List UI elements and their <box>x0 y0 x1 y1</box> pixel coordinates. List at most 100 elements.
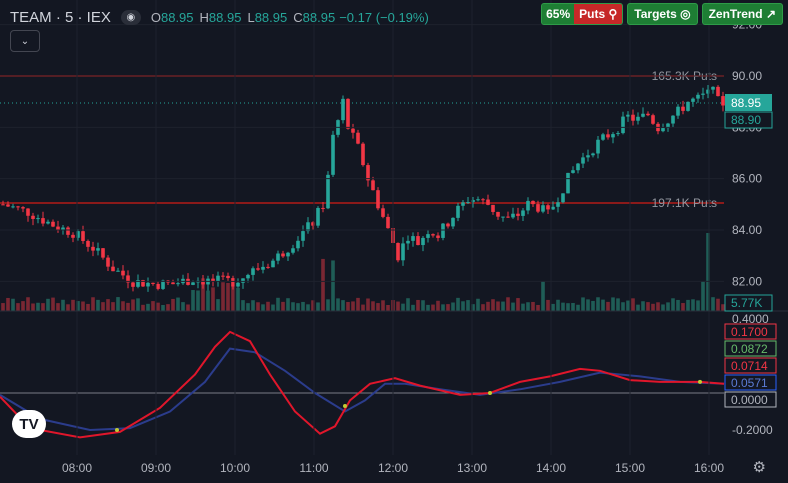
signal-line <box>0 347 725 432</box>
volume-bar <box>446 304 450 311</box>
candle-body <box>26 208 30 216</box>
candle-body <box>361 143 365 166</box>
gear-icon[interactable]: ⚙ <box>752 459 766 476</box>
volume-bar <box>331 260 335 311</box>
volume-bar <box>181 302 185 311</box>
candle-body <box>191 282 195 285</box>
candle-body <box>486 199 490 205</box>
puts-percent: 65% <box>542 4 575 24</box>
volume-bar <box>426 304 430 311</box>
volume-bar <box>666 302 670 311</box>
volume-bar <box>231 284 235 311</box>
volume-bar <box>261 304 265 311</box>
volume-bar <box>26 297 30 311</box>
volume-bar <box>76 301 80 311</box>
volume-bar <box>66 304 70 311</box>
candle-body <box>521 210 525 216</box>
candle-body <box>711 86 715 90</box>
volume-bar <box>506 297 510 311</box>
candle-body <box>51 221 55 227</box>
target-icon: ◎ <box>680 7 691 21</box>
tradingview-logo[interactable]: TV <box>12 410 46 438</box>
candle-body <box>176 283 180 285</box>
candle-body <box>1 204 5 206</box>
collapse-button[interactable]: ⌄ <box>10 30 40 52</box>
volume-bar <box>496 301 500 311</box>
macd-value-badge <box>724 374 777 391</box>
candle-body <box>86 240 90 247</box>
candle-body <box>101 248 105 258</box>
volume-bar <box>451 302 455 311</box>
candle-body <box>151 282 155 284</box>
symbol-title[interactable]: TEAM · 5 · IEX <box>10 8 111 26</box>
volume-bar <box>686 299 690 311</box>
candle-body <box>686 101 690 111</box>
volume-bar <box>481 304 485 311</box>
volume-bar <box>381 300 385 311</box>
candle-body <box>591 153 595 156</box>
candle-body <box>226 275 230 279</box>
volume-bar <box>71 299 75 311</box>
candle-body <box>246 274 250 279</box>
volume-badge <box>724 294 773 312</box>
volume-bar <box>251 300 255 311</box>
candlesticks <box>1 84 725 292</box>
candle-body <box>396 242 400 261</box>
macd-tick-label: -0.2000 <box>732 423 773 437</box>
candle-body <box>451 217 455 227</box>
zentrend-label: ZenTrend <box>708 7 763 21</box>
candle-body <box>96 248 100 251</box>
candle-body <box>316 207 320 226</box>
volume-bar <box>256 302 260 311</box>
volume-bar <box>396 301 400 311</box>
puts-button[interactable]: 65% Puts ⚲ <box>541 3 624 25</box>
price-tick-label: 82.00 <box>732 274 762 288</box>
second-price-badge <box>724 111 773 129</box>
candle-body <box>256 268 260 270</box>
volume-bar <box>11 298 15 311</box>
time-tick-label: 16:00 <box>694 461 724 475</box>
candle-body <box>371 180 375 191</box>
volume-bar <box>416 299 420 311</box>
volume-bar <box>401 303 405 311</box>
candle-body <box>281 253 285 257</box>
candle-body <box>456 205 460 218</box>
price-tick-label: 86.00 <box>732 172 762 186</box>
volume-bar <box>476 298 480 311</box>
candle-body <box>136 280 140 287</box>
volume-bar <box>6 297 10 311</box>
volume-label: 5.77K <box>731 296 762 310</box>
volume-bar <box>716 298 720 311</box>
volume-bar <box>176 297 180 311</box>
candle-body <box>311 222 315 226</box>
candle-body <box>116 270 120 272</box>
candle-body <box>61 227 65 230</box>
candle-body <box>501 216 505 218</box>
candle-body <box>81 231 85 241</box>
volume-bar <box>661 304 665 311</box>
volume-bar <box>551 303 555 311</box>
volume-bar <box>466 300 470 311</box>
volume-bar <box>546 299 550 311</box>
volume-bar <box>336 298 340 311</box>
volume-bar <box>561 302 565 311</box>
volume-bar <box>371 301 375 311</box>
candle-body <box>691 98 695 102</box>
time-tick-label: 13:00 <box>457 461 487 475</box>
candle-body <box>351 128 355 133</box>
candle-body <box>271 260 275 268</box>
volume-bar <box>216 299 220 311</box>
targets-button[interactable]: Targets ◎ <box>627 3 698 25</box>
last-price-label: 88.95 <box>731 96 761 110</box>
volume-bar <box>131 299 135 311</box>
volume-bar <box>236 287 240 311</box>
targets-label: Targets <box>634 7 677 21</box>
eye-icon[interactable]: ◉ <box>120 9 141 25</box>
volume-bar <box>306 304 310 311</box>
zentrend-button[interactable]: ZenTrend ↗ <box>701 3 783 25</box>
volume-bar <box>706 233 710 311</box>
volume-bar <box>111 302 115 311</box>
second-price-label: 88.90 <box>731 113 761 127</box>
